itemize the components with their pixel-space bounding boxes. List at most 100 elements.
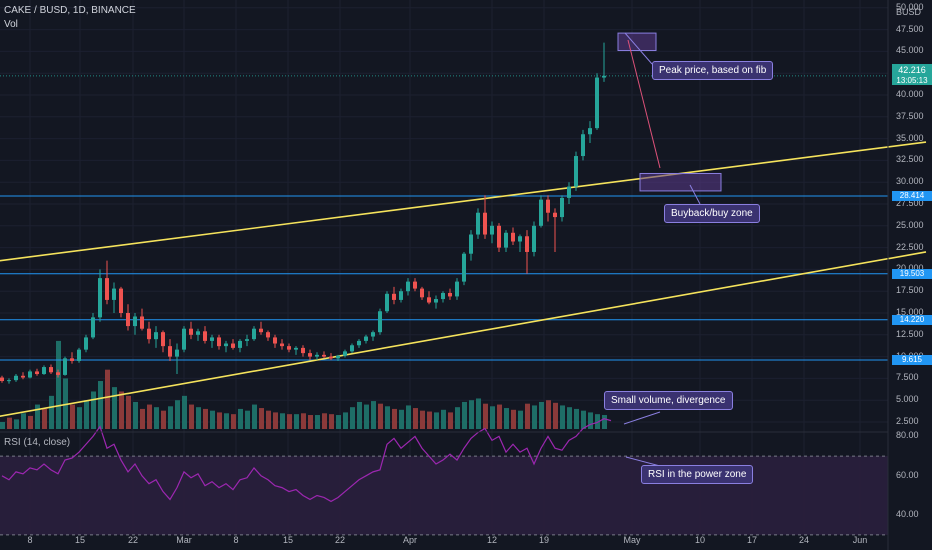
volume-bar [98, 381, 103, 429]
rsi-note[interactable]: RSI in the power zone [641, 465, 754, 484]
price-tick-label: 7.500 [896, 372, 919, 383]
candle-body [420, 288, 424, 298]
candle-body [98, 278, 102, 318]
volume-bar [581, 410, 586, 429]
candle-body [483, 212, 487, 235]
volume-bar [406, 405, 411, 429]
peak-arrow [624, 32, 653, 65]
volume-bar [329, 414, 334, 429]
volume-bar [427, 411, 432, 429]
candle-body [308, 353, 312, 357]
time-tick-label: 22 [334, 535, 346, 545]
rsi-tick-label: 60.00 [896, 469, 919, 480]
candle-body [322, 354, 326, 357]
time-tick-label: 15 [282, 535, 294, 545]
volume-bar [231, 414, 236, 429]
time-tick-label: Jun [852, 535, 868, 545]
volume-bar [252, 404, 257, 429]
volume-bar [539, 401, 544, 429]
volume-bar [182, 395, 187, 429]
volume-bar [434, 412, 439, 429]
volume-bar [413, 408, 418, 429]
candle-body [280, 343, 284, 347]
candle-body [210, 337, 214, 341]
volume-bar [273, 412, 278, 429]
volume-bar [448, 412, 453, 429]
candle-body [511, 232, 515, 242]
candle-body [119, 288, 123, 313]
time-tick-label: 15 [74, 535, 86, 545]
candle-body [560, 197, 564, 218]
rsi-tick-label: 40.00 [896, 509, 919, 520]
volume-bar [322, 413, 327, 429]
volume-bar [84, 400, 89, 429]
candle-body [301, 347, 305, 354]
volume-bar [42, 408, 47, 429]
candle-body [273, 337, 277, 344]
volume-bar [70, 404, 75, 429]
symbol-title[interactable]: CAKE / BUSD, 1D, BINANCE [4, 5, 136, 16]
candle-body [105, 278, 109, 300]
volume-note[interactable]: Small volume, divergence [604, 391, 733, 410]
candle-body [28, 371, 32, 378]
peak-zone-box[interactable] [617, 32, 657, 52]
candle-body [294, 347, 298, 350]
candle-body [203, 331, 207, 341]
time-tick-label: 19 [538, 535, 550, 545]
candle-body [371, 332, 375, 337]
trendlines[interactable] [0, 141, 927, 431]
price-tick-label: 27.500 [896, 198, 924, 208]
price-tick-label: 5.000 [896, 394, 919, 405]
buyback-note[interactable]: Buyback/buy zone [664, 204, 760, 223]
candle-body [329, 356, 333, 359]
time-tick-label: 8 [233, 535, 239, 545]
candle-body [77, 349, 81, 361]
candle-body [539, 199, 543, 226]
price-tick-label: 2.500 [896, 416, 919, 426]
level-price-tag: 28.414 [892, 191, 932, 202]
candle-body [168, 346, 172, 357]
volume-bar [203, 408, 208, 429]
peak-note[interactable]: Peak price, based on fib [652, 61, 774, 80]
volume-bar [315, 415, 320, 429]
candle-body [0, 377, 4, 382]
volume-bar [392, 408, 397, 429]
volume-bar [511, 409, 516, 429]
price-tick-label: 30.000 [896, 176, 924, 187]
volume-bar [602, 415, 607, 429]
buy-note-pointer [689, 184, 701, 205]
candle-series [0, 42, 606, 384]
candle-body [91, 317, 95, 338]
candle-body [532, 225, 536, 252]
candle-body [392, 293, 396, 300]
candle-body [567, 186, 571, 198]
level-price-tag: 14.220 [892, 314, 932, 325]
volume-bar [462, 401, 467, 429]
volume-bar [133, 401, 138, 429]
candle-body [112, 288, 116, 300]
price-axis-currency: BUSD [896, 7, 922, 17]
candle-body [224, 343, 228, 347]
candle-body [406, 281, 410, 292]
candle-body [504, 232, 508, 248]
price-tick-label: 37.500 [896, 110, 924, 121]
candle-body [385, 293, 389, 312]
volume-bar [287, 414, 292, 429]
candle-body [14, 375, 18, 381]
price-tick-label: 32.500 [896, 154, 924, 165]
volume-bar [91, 391, 96, 429]
candle-body [581, 134, 585, 157]
volume-bar [595, 414, 600, 429]
candle-body [413, 281, 417, 289]
volume-bar [308, 415, 313, 429]
price-tick-label: 35.000 [896, 132, 924, 143]
volume-bar [553, 402, 558, 429]
buy-zone-box[interactable] [639, 172, 722, 192]
volume-bar [266, 410, 271, 429]
volume-bar [0, 422, 5, 429]
volume-bar [357, 401, 362, 429]
volume-bar [161, 410, 166, 429]
candle-body [602, 75, 606, 78]
candle-body [70, 358, 74, 361]
